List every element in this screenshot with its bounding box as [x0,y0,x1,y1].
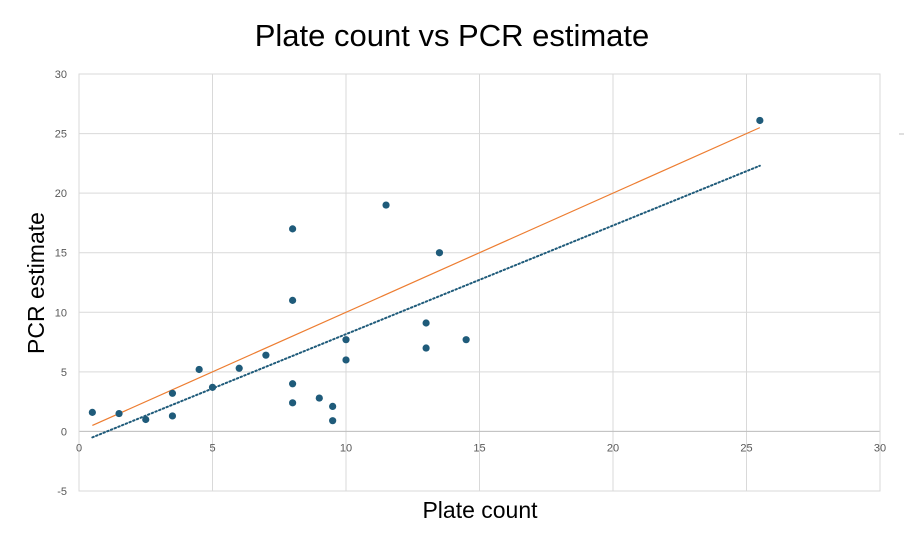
x-tick-label: 25 [740,442,752,454]
data-point [382,201,390,209]
data-point [422,344,430,352]
data-points [88,116,764,425]
data-point [756,116,764,125]
x-tick-label: 0 [76,442,82,454]
data-point [462,336,470,344]
x-tick-label: 15 [473,442,485,454]
data-point [235,364,243,372]
linear-trendline-dotted [91,164,761,439]
data-point [262,351,270,359]
x-tick-label: 20 [607,442,619,454]
x-axis-label: Plate count [422,497,538,523]
plot-area-border [78,73,881,492]
data-point [329,417,337,425]
data-point [142,415,150,424]
y-tick-label: 5 [61,367,67,379]
y-axis-label: PCR estimate [23,212,49,354]
y-tick-label: 15 [55,248,67,260]
data-point [315,394,323,402]
data-point [289,225,297,233]
trend-lines [91,127,761,439]
data-point [289,296,297,304]
y-tick-label: 25 [55,129,67,141]
data-point [88,408,96,416]
data-point [289,399,297,407]
x-tick-label: 5 [209,442,215,454]
x-tick-label: 30 [874,442,886,454]
tick-labels: -5 0 5 10 15 20 25 30 0 5 10 15 20 25 30 [55,69,886,498]
y-tick-label: 20 [55,188,67,200]
y-tick-label: -5 [57,486,67,498]
data-point [342,336,350,344]
y-tick-label: 30 [55,69,67,81]
data-point [435,249,444,257]
grid [78,73,881,492]
data-point [168,412,177,420]
data-point [208,383,217,391]
data-point [329,402,337,411]
y-tick-label: 10 [55,307,67,319]
data-point [115,409,123,418]
data-point [342,356,350,364]
data-point [289,380,297,388]
data-point [195,365,203,374]
chart-title: Plate count vs PCR estimate [255,18,650,53]
x-tick-label: 10 [340,442,352,454]
data-point [422,319,430,327]
data-point [168,389,177,397]
y-tick-label: 0 [61,426,67,438]
reference-line-solid [92,127,761,427]
